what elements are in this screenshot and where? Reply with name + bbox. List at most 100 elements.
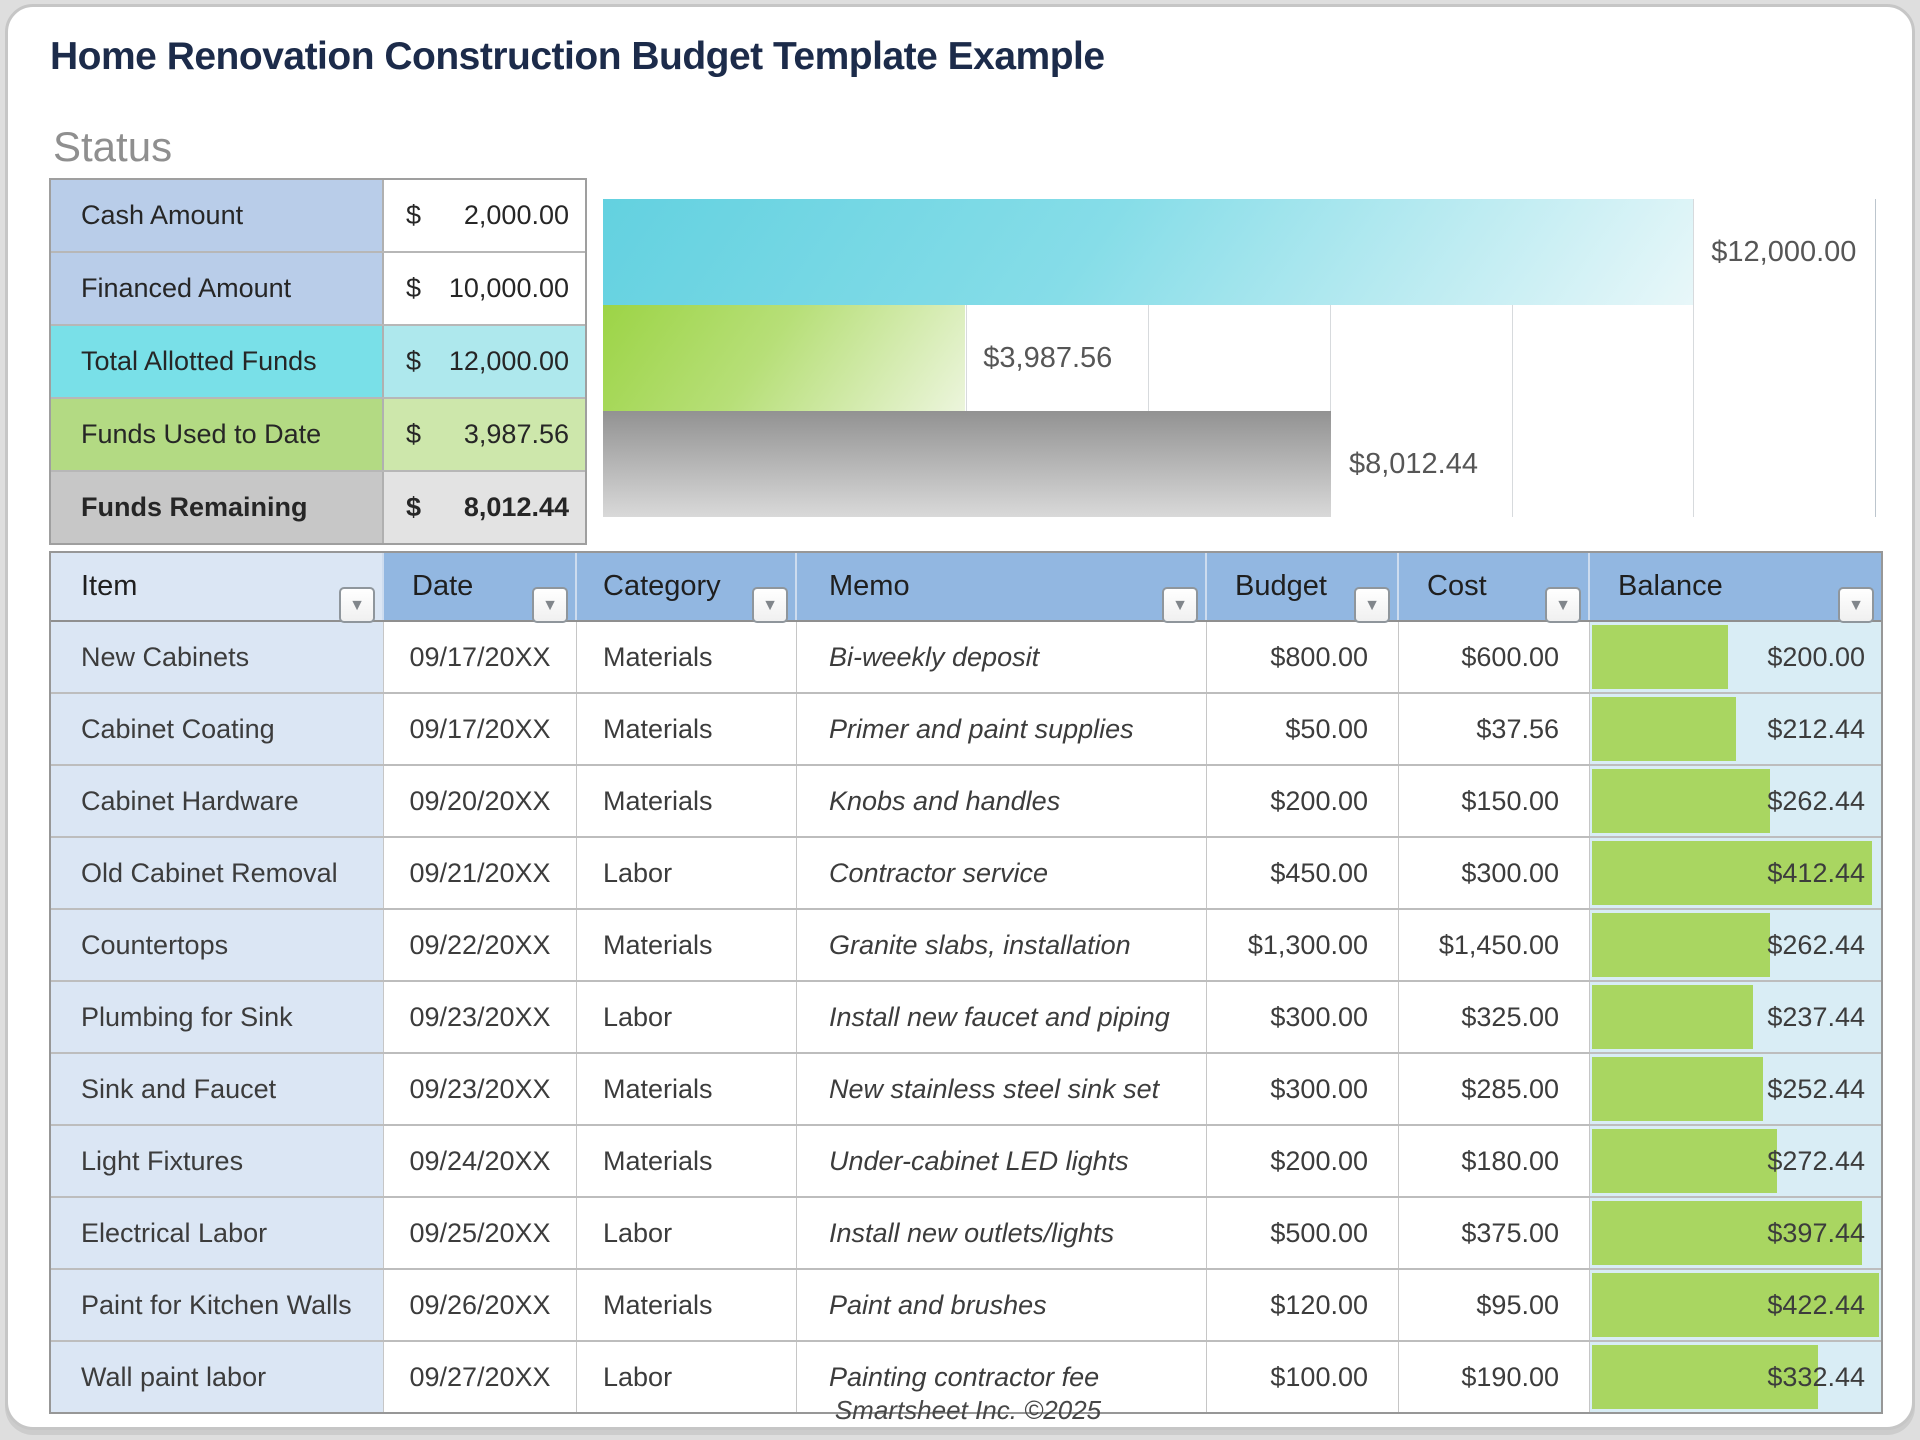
filter-dropdown-button[interactable]: ▼ bbox=[532, 587, 568, 623]
cell-category[interactable]: Labor bbox=[577, 1198, 797, 1268]
status-label-cell[interactable]: Funds Remaining bbox=[51, 472, 384, 543]
status-value-cell[interactable]: $ 2,000.00 bbox=[384, 180, 585, 251]
filter-dropdown-button[interactable]: ▼ bbox=[752, 587, 788, 623]
cell-category[interactable]: Labor bbox=[577, 982, 797, 1052]
cell-budget[interactable]: $1,300.00 bbox=[1207, 910, 1399, 980]
column-header-item[interactable]: Item ▼ bbox=[51, 553, 384, 623]
cell-cost[interactable]: $180.00 bbox=[1399, 1126, 1590, 1196]
status-label-cell[interactable]: Funds Used to Date bbox=[51, 399, 384, 470]
cell-cost[interactable]: $150.00 bbox=[1399, 766, 1590, 836]
cell-memo[interactable]: Install new faucet and piping bbox=[797, 982, 1207, 1052]
column-header-balance[interactable]: Balance ▼ bbox=[1590, 553, 1881, 623]
status-value-cell[interactable]: $ 8,012.44 bbox=[384, 472, 585, 543]
cell-date[interactable]: 09/17/20XX bbox=[384, 622, 577, 692]
column-header-cost[interactable]: Cost ▼ bbox=[1399, 553, 1590, 623]
status-value-cell[interactable]: $ 3,987.56 bbox=[384, 399, 585, 470]
cell-category[interactable]: Materials bbox=[577, 766, 797, 836]
column-header-category[interactable]: Category ▼ bbox=[577, 553, 797, 623]
status-label-cell[interactable]: Financed Amount bbox=[51, 253, 384, 324]
cell-budget[interactable]: $200.00 bbox=[1207, 766, 1399, 836]
cell-balance[interactable]: $397.44 bbox=[1590, 1198, 1881, 1268]
cell-item[interactable]: Sink and Faucet bbox=[51, 1054, 384, 1124]
column-header-date[interactable]: Date ▼ bbox=[384, 553, 577, 623]
cell-balance[interactable]: $237.44 bbox=[1590, 982, 1881, 1052]
status-label-cell[interactable]: Cash Amount bbox=[51, 180, 384, 251]
column-header-budget[interactable]: Budget ▼ bbox=[1207, 553, 1399, 623]
cell-item[interactable]: Electrical Labor bbox=[51, 1198, 384, 1268]
column-header-memo[interactable]: Memo ▼ bbox=[797, 553, 1207, 623]
cell-cost[interactable]: $325.00 bbox=[1399, 982, 1590, 1052]
cell-item[interactable]: Wall paint labor bbox=[51, 1342, 384, 1412]
cell-memo[interactable]: New stainless steel sink set bbox=[797, 1054, 1207, 1124]
cell-budget[interactable]: $50.00 bbox=[1207, 694, 1399, 764]
cell-cost[interactable]: $375.00 bbox=[1399, 1198, 1590, 1268]
cell-balance[interactable]: $332.44 bbox=[1590, 1342, 1881, 1412]
cell-category[interactable]: Materials bbox=[577, 1054, 797, 1124]
cell-cost[interactable]: $300.00 bbox=[1399, 838, 1590, 908]
cell-category[interactable]: Materials bbox=[577, 1270, 797, 1340]
cell-cost[interactable]: $600.00 bbox=[1399, 622, 1590, 692]
cell-balance[interactable]: $262.44 bbox=[1590, 910, 1881, 980]
cell-balance[interactable]: $212.44 bbox=[1590, 694, 1881, 764]
status-label-cell[interactable]: Total Allotted Funds bbox=[51, 326, 384, 397]
cell-category[interactable]: Materials bbox=[577, 694, 797, 764]
cell-budget[interactable]: $200.00 bbox=[1207, 1126, 1399, 1196]
cell-cost[interactable]: $285.00 bbox=[1399, 1054, 1590, 1124]
cell-budget[interactable]: $800.00 bbox=[1207, 622, 1399, 692]
cell-date[interactable]: 09/24/20XX bbox=[384, 1126, 577, 1196]
cell-category[interactable]: Labor bbox=[577, 1342, 797, 1412]
cell-memo[interactable]: Painting contractor fee bbox=[797, 1342, 1207, 1412]
cell-budget[interactable]: $300.00 bbox=[1207, 1054, 1399, 1124]
cell-memo[interactable]: Knobs and handles bbox=[797, 766, 1207, 836]
cell-item[interactable]: Countertops bbox=[51, 910, 384, 980]
cell-category[interactable]: Labor bbox=[577, 838, 797, 908]
cell-memo[interactable]: Granite slabs, installation bbox=[797, 910, 1207, 980]
cell-date[interactable]: 09/20/20XX bbox=[384, 766, 577, 836]
cell-budget[interactable]: $300.00 bbox=[1207, 982, 1399, 1052]
cell-date[interactable]: 09/21/20XX bbox=[384, 838, 577, 908]
cell-category[interactable]: Materials bbox=[577, 1126, 797, 1196]
cell-budget[interactable]: $120.00 bbox=[1207, 1270, 1399, 1340]
cell-date[interactable]: 09/26/20XX bbox=[384, 1270, 577, 1340]
cell-balance[interactable]: $272.44 bbox=[1590, 1126, 1881, 1196]
cell-item[interactable]: Paint for Kitchen Walls bbox=[51, 1270, 384, 1340]
cell-date[interactable]: 09/27/20XX bbox=[384, 1342, 577, 1412]
cell-cost[interactable]: $190.00 bbox=[1399, 1342, 1590, 1412]
cell-memo[interactable]: Primer and paint supplies bbox=[797, 694, 1207, 764]
cell-item[interactable]: New Cabinets bbox=[51, 622, 384, 692]
cell-date[interactable]: 09/22/20XX bbox=[384, 910, 577, 980]
cell-budget[interactable]: $500.00 bbox=[1207, 1198, 1399, 1268]
filter-dropdown-button[interactable]: ▼ bbox=[1545, 587, 1581, 623]
cell-cost[interactable]: $37.56 bbox=[1399, 694, 1590, 764]
cell-memo[interactable]: Contractor service bbox=[797, 838, 1207, 908]
cell-balance[interactable]: $200.00 bbox=[1590, 622, 1881, 692]
cell-memo[interactable]: Bi-weekly deposit bbox=[797, 622, 1207, 692]
filter-dropdown-button[interactable]: ▼ bbox=[1838, 587, 1874, 623]
cell-category[interactable]: Materials bbox=[577, 622, 797, 692]
cell-cost[interactable]: $1,450.00 bbox=[1399, 910, 1590, 980]
cell-memo[interactable]: Under-cabinet LED lights bbox=[797, 1126, 1207, 1196]
cell-budget[interactable]: $450.00 bbox=[1207, 838, 1399, 908]
cell-memo[interactable]: Install new outlets/lights bbox=[797, 1198, 1207, 1268]
filter-dropdown-button[interactable]: ▼ bbox=[339, 587, 375, 623]
cell-balance[interactable]: $252.44 bbox=[1590, 1054, 1881, 1124]
cell-item[interactable]: Cabinet Hardware bbox=[51, 766, 384, 836]
cell-date[interactable]: 09/23/20XX bbox=[384, 982, 577, 1052]
cell-date[interactable]: 09/17/20XX bbox=[384, 694, 577, 764]
status-value-cell[interactable]: $ 12,000.00 bbox=[384, 326, 585, 397]
status-value-cell[interactable]: $ 10,000.00 bbox=[384, 253, 585, 324]
cell-memo[interactable]: Paint and brushes bbox=[797, 1270, 1207, 1340]
cell-balance[interactable]: $412.44 bbox=[1590, 838, 1881, 908]
cell-category[interactable]: Materials bbox=[577, 910, 797, 980]
filter-dropdown-button[interactable]: ▼ bbox=[1354, 587, 1390, 623]
cell-item[interactable]: Light Fixtures bbox=[51, 1126, 384, 1196]
cell-date[interactable]: 09/23/20XX bbox=[384, 1054, 577, 1124]
cell-date[interactable]: 09/25/20XX bbox=[384, 1198, 577, 1268]
cell-balance[interactable]: $422.44 bbox=[1590, 1270, 1881, 1340]
cell-item[interactable]: Old Cabinet Removal bbox=[51, 838, 384, 908]
cell-item[interactable]: Cabinet Coating bbox=[51, 694, 384, 764]
cell-budget[interactable]: $100.00 bbox=[1207, 1342, 1399, 1412]
filter-dropdown-button[interactable]: ▼ bbox=[1162, 587, 1198, 623]
cell-cost[interactable]: $95.00 bbox=[1399, 1270, 1590, 1340]
cell-balance[interactable]: $262.44 bbox=[1590, 766, 1881, 836]
